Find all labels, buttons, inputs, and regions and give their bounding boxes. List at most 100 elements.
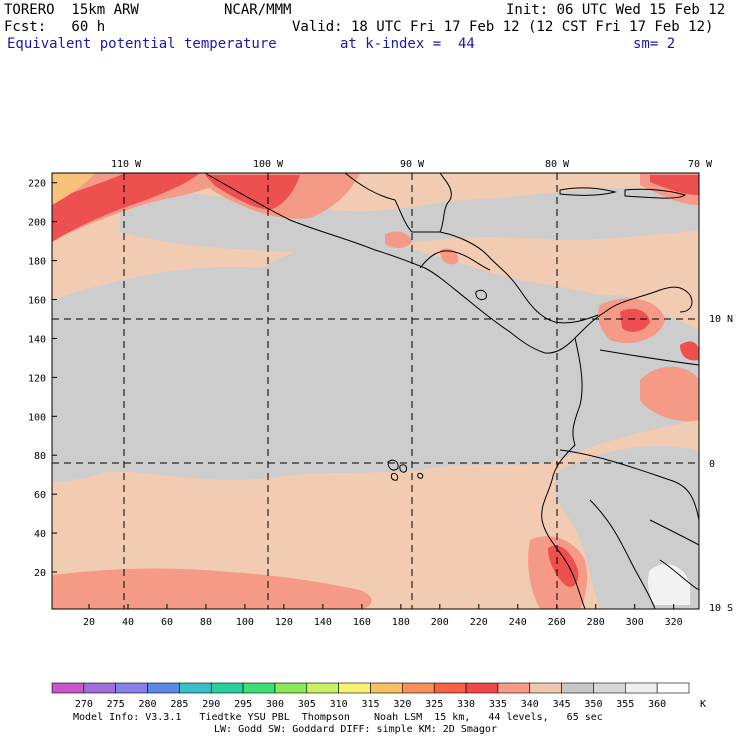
x-tick-label: 40 <box>122 617 134 628</box>
colorbar-level-label: 360 <box>648 699 666 710</box>
colorbar-swatch <box>624 682 658 694</box>
galapagos-4 <box>417 472 424 479</box>
bolivia-border <box>659 559 700 591</box>
x-tick-label: 280 <box>587 617 605 628</box>
model-title: TORERO 15km ARW <box>4 2 139 18</box>
x-tick-label: 20 <box>83 617 95 628</box>
colorbar-swatch <box>338 682 371 694</box>
colorbar-level-label: 300 <box>266 699 284 710</box>
x-tick-label: 80 <box>200 617 212 628</box>
colorbar-level-label: 315 <box>361 699 379 710</box>
colorbar-level-label: 325 <box>425 699 443 710</box>
colorbar: 270 275 280 285 290 295 300 305 310 315 320 325 330 3… <box>51 682 706 710</box>
y-tick-label: 160 <box>28 296 46 307</box>
forecast-hour: Fcst: 60 h <box>4 19 106 35</box>
y-axis: 220 200 180 160 140 120 100 80 60 40 20 <box>28 179 57 579</box>
x-tick-label: 320 <box>665 617 683 628</box>
colorbar-level-label: 340 <box>521 699 539 710</box>
peru-border <box>559 449 700 521</box>
y-tick-label: 40 <box>34 529 46 540</box>
caribbean-coast <box>439 231 599 324</box>
yucatan-coast <box>344 172 452 233</box>
colorbar-swatch <box>561 682 594 694</box>
x-tick-label: 260 <box>548 617 566 628</box>
y-tick-label: 220 <box>28 179 46 190</box>
colorbar-swatch <box>51 682 85 694</box>
footer-model-info: Model Info: V3.3.1 Tiedtke YSU PBL Thomp… <box>73 712 603 723</box>
colorbar-unit: K <box>700 699 706 710</box>
lat-label-0: 0 <box>709 459 715 470</box>
colorbar-swatch <box>465 682 499 694</box>
galapagos-1 <box>387 459 399 471</box>
x-tick-label: 180 <box>392 617 410 628</box>
colombia-ecuador-coast <box>541 337 586 610</box>
colorbar-swatch <box>593 682 626 694</box>
colorbar-swatch <box>242 682 276 694</box>
smoothing: sm= 2 <box>633 36 676 52</box>
lon-label-90w: 90 W <box>400 159 425 170</box>
y-tick-label: 180 <box>28 257 46 268</box>
x-tick-label: 240 <box>509 617 527 628</box>
honduras-border <box>419 250 491 271</box>
central-america-coast <box>204 172 606 354</box>
colorbar-swatch <box>274 682 308 694</box>
colorbar-swatch <box>529 682 562 694</box>
brazil-border <box>649 519 700 546</box>
orange-region <box>52 173 95 205</box>
colorbar-swatch <box>433 682 467 694</box>
coastlines <box>204 172 700 610</box>
colorbar-swatch <box>656 682 690 694</box>
x-tick-label: 220 <box>470 617 488 628</box>
center-name: NCAR/MMM <box>224 2 292 18</box>
x-axis: 20 40 60 80 100 120 140 160 180 200 220 240 260 280 30… <box>83 604 683 628</box>
colorbar-swatch <box>497 682 531 694</box>
galapagos-2 <box>399 464 407 473</box>
init-time: Init: 06 UTC Wed 15 Feb 12 <box>506 2 726 18</box>
caribbean-island-2 <box>559 187 617 196</box>
colorbar-level-label: 290 <box>202 699 220 710</box>
lat-label-10s: 10 S <box>709 603 733 614</box>
colorbar-level-label: 280 <box>139 699 157 710</box>
lon-label-80w: 80 W <box>545 159 570 170</box>
colorbar-level-label: 295 <box>234 699 252 710</box>
lat-label-10n: 10 N <box>709 314 733 325</box>
map-frame <box>51 172 700 610</box>
red-regions <box>52 173 699 587</box>
white-region <box>647 564 690 605</box>
nicaragua-lake <box>475 289 487 301</box>
south-america-coast <box>604 286 693 313</box>
level-index: at k-index = 44 <box>340 36 475 52</box>
lon-label-110w: 110 W <box>111 159 142 170</box>
lon-label-100w: 100 W <box>253 159 284 170</box>
x-tick-label: 60 <box>161 617 173 628</box>
x-tick-label: 120 <box>275 617 293 628</box>
colorbar-level-label: 335 <box>489 699 507 710</box>
andes-border <box>589 499 656 610</box>
y-tick-label: 100 <box>28 412 46 423</box>
colorbar-level-label: 320 <box>393 699 411 710</box>
colorbar-swatch <box>179 682 212 694</box>
x-tick-label: 300 <box>626 617 644 628</box>
colorbar-level-label: 345 <box>553 699 571 710</box>
temperature-field <box>52 173 699 609</box>
colorbar-level-label: 310 <box>330 699 348 710</box>
colorbar-swatch <box>210 682 244 694</box>
y-tick-label: 120 <box>28 373 46 384</box>
galapagos-3 <box>390 473 399 481</box>
y-tick-label: 80 <box>34 451 46 462</box>
lon-label-70w: 70 W <box>688 159 713 170</box>
colorbar-swatch <box>115 682 148 694</box>
y-tick-label: 200 <box>28 218 46 229</box>
colorbar-level-label: 330 <box>457 699 475 710</box>
colorbar-level-label: 350 <box>584 699 602 710</box>
y-tick-label: 60 <box>34 490 46 501</box>
colorbar-swatch <box>147 682 180 694</box>
valid-time: Valid: 18 UTC Fri 17 Feb 12 (12 CST Fri … <box>292 19 714 35</box>
colorbar-swatch <box>83 682 116 694</box>
x-tick-label: 200 <box>431 617 449 628</box>
caribbean-island-1 <box>624 188 687 199</box>
colorbar-level-label: 275 <box>107 699 125 710</box>
lat-lon-grid <box>52 173 699 609</box>
colorbar-level-label: 270 <box>75 699 93 710</box>
